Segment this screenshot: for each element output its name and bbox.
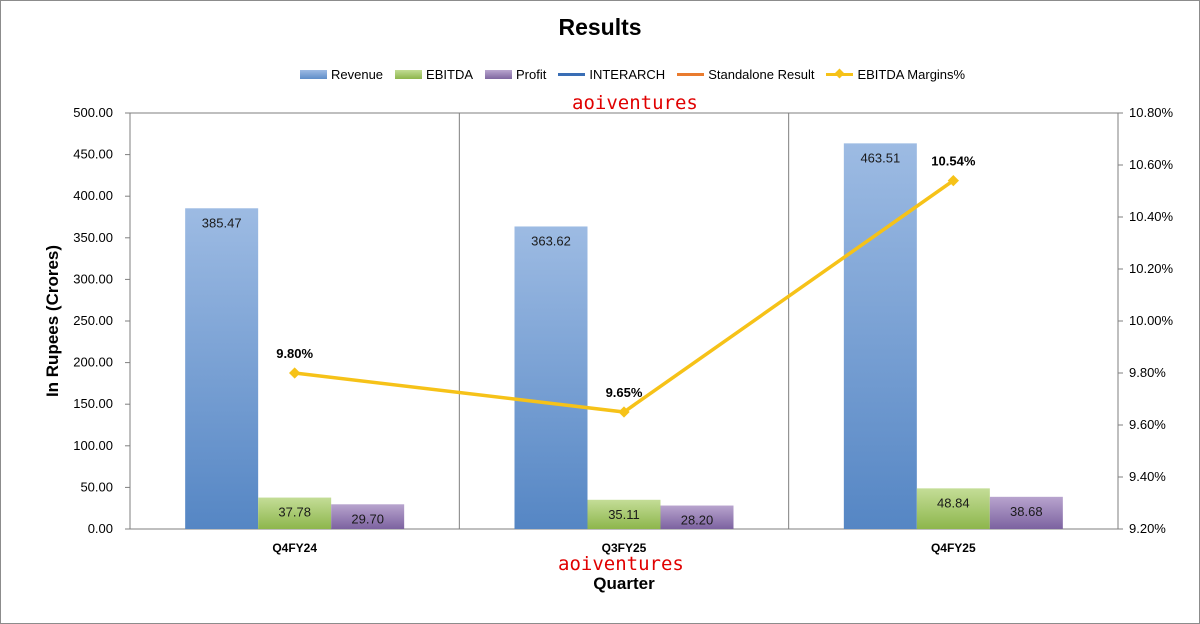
bar-revenue	[843, 143, 917, 529]
point-ebitda-margins	[947, 174, 959, 187]
legend-item-profit: Profit	[485, 67, 546, 82]
legend-label-standalone: Standalone Result	[708, 66, 815, 82]
chart-title: Results	[558, 14, 642, 40]
y-tick-label: 200.00	[73, 355, 113, 370]
y2-tick-label: 10.40%	[1129, 209, 1174, 224]
data-label-ebitda: 35.11	[608, 507, 640, 522]
data-label-ebitda-margins: 9.65%	[606, 385, 643, 400]
legend-swatch-standalone	[677, 72, 705, 76]
bar-ebitda	[916, 488, 990, 529]
y2-tick-label: 9.40%	[1129, 469, 1166, 484]
legend-swatch-profit	[485, 69, 513, 79]
y2-tick-label: 9.20%	[1129, 521, 1166, 536]
legend-label-revenue: Revenue	[331, 66, 384, 82]
y-tick-label: 100.00	[73, 438, 113, 453]
y2-tick-label: 9.80%	[1129, 365, 1166, 380]
y-tick-label: 0.00	[88, 521, 113, 536]
watermark-top: aoiventures	[572, 92, 698, 114]
legend-label-interarch: INTERARCH	[589, 66, 666, 82]
legend-swatch-revenue	[300, 69, 327, 79]
x-tick-label: Q4FY24	[272, 541, 317, 555]
x-tick-label: Q4FY25	[931, 541, 976, 555]
y-tick-label: 50.00	[80, 479, 113, 494]
data-label-profit: 38.68	[1010, 504, 1043, 519]
data-label-profit: 29.70	[351, 511, 384, 526]
plot-area	[129, 112, 1119, 530]
legend-item-standalone: Standalone Result	[677, 67, 814, 82]
bar-profit	[331, 504, 405, 529]
bar-revenue	[514, 226, 588, 530]
legend: Revenue EBITDA Profit INTERARCH Standalo…	[300, 64, 977, 84]
bar-revenue	[185, 208, 259, 530]
data-label-revenue: 463.51	[860, 150, 900, 165]
y2-tick-label: 10.20%	[1129, 261, 1174, 276]
legend-item-ebitda: EBITDA	[395, 67, 473, 82]
y-tick-label: 500.00	[73, 105, 113, 120]
y-axis-title: In Rupees (Crores)	[43, 245, 62, 397]
y-tick-label: 300.00	[73, 271, 113, 286]
x-axis-title: Quarter	[593, 574, 655, 593]
y2-tick-label: 10.00%	[1129, 313, 1174, 328]
y-tick-label: 400.00	[73, 188, 113, 203]
legend-swatch-ebitda	[395, 69, 423, 79]
y-tick-label: 350.00	[73, 230, 113, 245]
data-label-ebitda: 37.78	[278, 505, 311, 520]
legend-label-ebitda: EBITDA	[426, 66, 474, 82]
y-tick-label: 150.00	[73, 396, 113, 411]
legend-item-interarch: INTERARCH	[558, 67, 665, 82]
y-tick-label: 450.00	[73, 147, 113, 162]
bar-ebitda	[587, 499, 661, 529]
data-label-revenue: 363.62	[531, 233, 571, 248]
y2-tick-label: 9.60%	[1129, 417, 1166, 432]
bar-ebitda	[258, 497, 332, 529]
data-label-ebitda: 48.84	[937, 495, 970, 510]
data-label-ebitda-margins: 10.54%	[931, 154, 976, 169]
data-label-ebitda-margins: 9.80%	[276, 346, 313, 361]
bar-profit	[989, 496, 1063, 529]
data-label-revenue: 385.47	[202, 215, 242, 230]
y-tick-label: 250.00	[73, 313, 113, 328]
bar-profit	[660, 505, 734, 529]
legend-label-ebitda-margins: EBITDA Margins%	[857, 66, 966, 82]
y2-tick-label: 10.60%	[1129, 157, 1174, 172]
legend-label-profit: Profit	[516, 66, 547, 82]
point-ebitda-margins	[289, 367, 301, 379]
legend-swatch-ebitda-margins	[826, 68, 854, 78]
legend-item-revenue: Revenue	[300, 67, 383, 82]
x-tick-label: Q3FY25	[602, 541, 647, 555]
legend-item-ebitda-margins: EBITDA Margins%	[826, 67, 965, 82]
data-label-profit: 28.20	[681, 513, 714, 528]
legend-swatch-interarch	[558, 72, 586, 76]
y2-tick-label: 10.80%	[1129, 105, 1174, 120]
watermark-bottom: aoiventures	[558, 553, 684, 575]
point-ebitda-margins	[618, 406, 630, 418]
